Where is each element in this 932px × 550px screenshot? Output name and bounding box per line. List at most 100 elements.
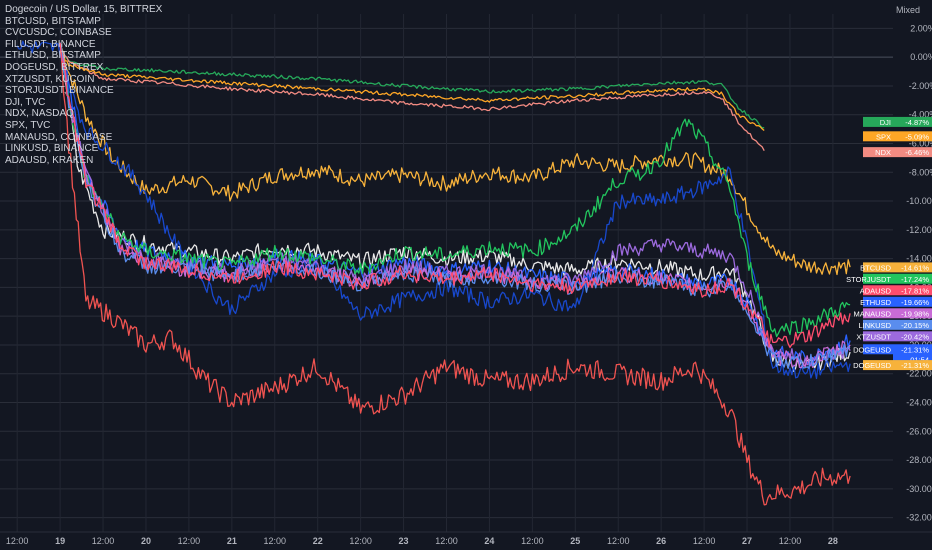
legend-item[interactable]: ETHUSD, BITSTAMP [5,50,101,62]
price-label-name-box [863,147,893,158]
legend-item[interactable]: SPX, TVC [5,119,51,131]
price-label-value: -21.31% [901,345,929,354]
price-label-value-box [893,331,932,342]
legend-item[interactable]: FILUSDT, BINANCE [5,38,96,50]
legend-item[interactable]: DJI, TVC [5,96,46,108]
price-label-value: -21.31% [901,361,929,370]
price-label-dji[interactable]: DJI -4.87% [863,116,932,127]
price-label-name-box [863,273,893,284]
x-tick-label: 24 [484,536,494,546]
price-label-name-box [863,116,893,127]
price-label-name-box [863,296,893,307]
price-label-name-box [863,308,893,319]
y-tick-label: -6.00% [909,139,932,149]
price-label-name-box [863,285,893,296]
price-label-value: -20.15% [901,321,929,330]
price-label-ethusd[interactable]: ETHUSD -19.66% [860,296,932,307]
series-line-cvcusdc [59,42,851,373]
series-lines [16,40,851,506]
legend-item[interactable]: MANAUSD, COINBASE [5,131,113,143]
y-tick-label: -14.00% [906,254,932,264]
legend-item[interactable]: STORJUSDT, BINANCE [5,85,114,97]
y-tick-label: -22.00% [906,369,932,379]
price-label-name-box [863,331,893,342]
price-label-spx[interactable]: SPX -5.09% [863,131,932,142]
y-tick-label: -4.00% [909,110,932,120]
x-tick-label: 12:00 [435,536,458,546]
price-label-value-box [893,360,932,371]
x-tick-label: 12:00 [693,536,716,546]
price-label-value-box [893,296,932,307]
price-label-storjusdt[interactable]: STORJUSDT -17.24% [846,273,932,284]
price-label-name: LINKUSD [858,321,891,330]
price-label-value-box [893,319,932,330]
price-label-name: MANAUSD [853,309,891,318]
y-tick-label: -8.00% [909,167,932,177]
price-label-btcusd[interactable]: BTCUSD -14.61% [860,262,932,273]
price-label-adausd[interactable]: ADAUSD -17.81% [860,285,932,296]
legend-item[interactable]: CVCUSDC, COINBASE [5,27,112,39]
price-label-value-box [893,308,932,319]
price-label-countdown: 01:54 [910,355,929,364]
price-label-name: DJI [880,118,891,127]
price-label-manausd[interactable]: MANAUSD -19.98% [853,308,932,319]
series-line-filusdt [59,42,851,506]
price-label-name: ADAUSD [860,286,892,295]
price-label-name: STORJUSDT [846,275,891,284]
price-label-name-box [863,262,893,273]
series-line-storjusdt [59,42,851,338]
legend-item[interactable]: ADAUSD, KRAKEN [5,154,94,166]
price-labels: DJI -4.87% SPX -5.09% NDX -6.46% BTCUSD -14.61%… [846,116,932,371]
series-line-ndx [59,49,765,152]
x-tick-label: 28 [828,536,838,546]
series-line-btcusd [59,42,851,276]
price-label-value-box [893,344,932,365]
legend-item[interactable]: LINKUSD, BINANCE [5,143,99,155]
x-tick-label: 12:00 [349,536,372,546]
x-tick-label: 26 [656,536,666,546]
price-label-name: DOGEUSD [853,345,892,354]
legend-item[interactable]: XTZUSDT, KUCOIN [5,73,95,85]
x-tick-label: 12:00 [178,536,201,546]
legend-item[interactable]: BTCUSD, BITSTAMP [5,15,101,27]
price-label-name-box [863,344,893,355]
series-line-dogeusd [16,40,851,380]
price-label-linkusd[interactable]: LINKUSD -20.15% [858,319,932,330]
legend-item[interactable]: NDX, NASDAQ [5,108,74,120]
x-tick-label: 12:00 [779,536,802,546]
price-label-xtzusdt[interactable]: XTZUSDT -20.42% [856,331,932,342]
y-tick-label: -28.00% [906,455,932,465]
price-label-ndx[interactable]: NDX -6.46% [863,147,932,158]
price-label-value: -19.66% [901,298,929,307]
y-tick-label: -12.00% [906,225,932,235]
x-tick-label: 23 [399,536,409,546]
x-tick-label: 22 [313,536,323,546]
price-label-value-box [893,131,932,142]
y-tick-label: -24.00% [906,398,932,408]
y-tick-label: -2.00% [909,81,932,91]
price-label-dogeusd[interactable]: DOGEUSD -21.31%01:54 [853,344,932,365]
x-tick-label: 20 [141,536,151,546]
x-tick-label: 12:00 [92,536,115,546]
price-label-value: -17.24% [901,275,929,284]
price-label-value: -19.98% [901,309,929,318]
scale-mode-label[interactable]: Mixed [895,5,920,15]
y-tick-label: -30.00% [906,484,932,494]
x-tick-label: 21 [227,536,237,546]
price-label-value-box [893,262,932,273]
grid [0,14,893,532]
x-tick-label: 12:00 [607,536,630,546]
price-label-name: XTZUSDT [856,332,891,341]
price-label-dogeusd[interactable]: DOGEUSD -21.31% [853,360,932,371]
legend: Dogecoin / US Dollar, 15, BITTREX BTCUSD… [5,4,162,166]
y-tick-label: -32.00% [906,513,932,523]
price-label-name: NDX [875,148,891,157]
price-label-value: -20.42% [901,332,929,341]
price-label-name: SPX [876,132,891,141]
series-line-spx [59,51,765,132]
x-tick-label: 19 [55,536,65,546]
price-label-value-box [893,116,932,127]
y-tick-label: 2.00% [910,23,932,33]
legend-item[interactable]: DOGEUSD, BITTREX [5,61,104,73]
